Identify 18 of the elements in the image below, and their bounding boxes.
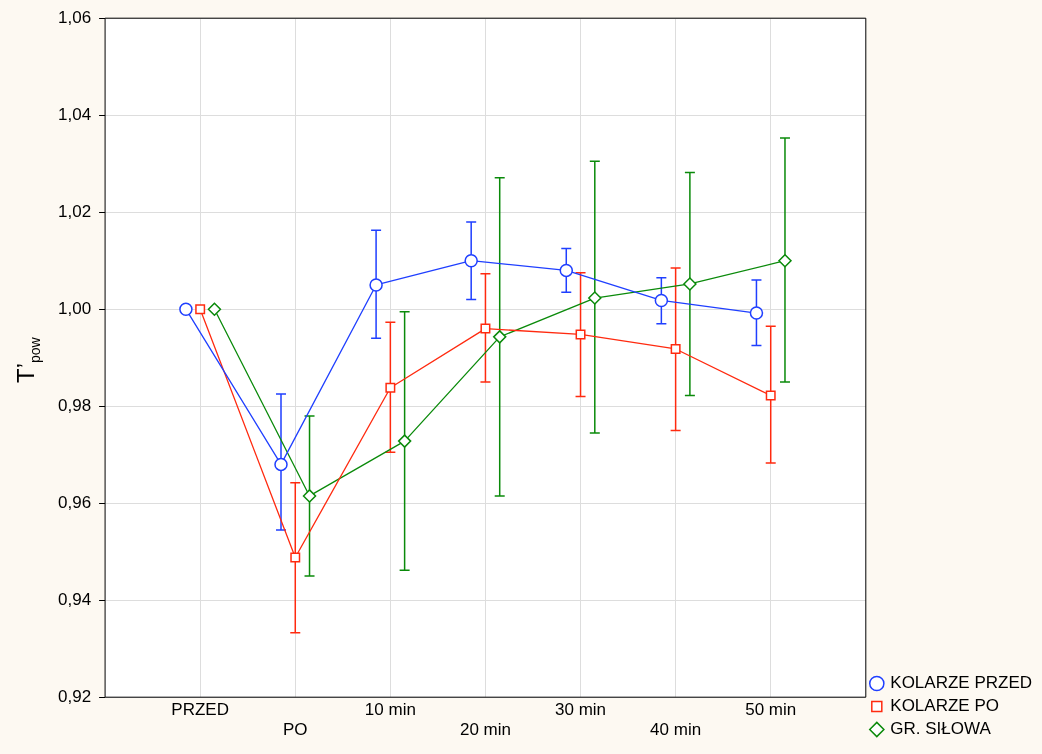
y-tick-label: 0,94 [57, 589, 92, 609]
y-tick-label: 0,98 [57, 395, 92, 415]
y-tick-label: 0,96 [57, 492, 92, 512]
x-tick-label: 30 min [555, 700, 607, 720]
x-tick-label: 40 min [650, 720, 702, 740]
x-tick-label: PO [282, 720, 308, 740]
legend-label: KOLARZE PO [890, 696, 999, 716]
y-tick-label: 1,02 [57, 201, 92, 221]
legend-label: GR. SIŁOWA [890, 719, 992, 739]
y-tick-label: 0,92 [57, 686, 92, 706]
y-tick-label: 1,00 [57, 298, 92, 318]
x-tick-label: 20 min [459, 720, 511, 740]
y-tick-label: 1,06 [57, 7, 92, 27]
x-tick-label: 50 min [745, 700, 797, 720]
y-tick-label: 1,04 [57, 104, 92, 124]
x-tick-label: 10 min [364, 700, 416, 720]
x-tick-label: PRZED [171, 700, 229, 720]
legend-label: KOLARZE PRZED [890, 673, 1033, 693]
